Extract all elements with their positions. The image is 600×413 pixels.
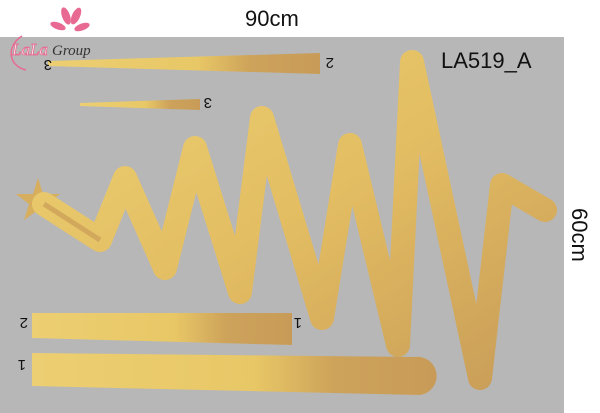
- brand-logo: LaLa Group: [10, 7, 91, 71]
- bottom-strip-1-left-label: 2: [20, 314, 28, 331]
- top-strip-end-label: 3: [44, 56, 52, 73]
- zigzag-tree: [32, 50, 557, 390]
- top-strip-label: 2: [326, 54, 334, 71]
- bottom-strip-1: [32, 313, 292, 345]
- flower-icon: [50, 7, 90, 32]
- small-strip: [80, 99, 200, 110]
- logo-text: LaLa: [11, 40, 48, 59]
- width-dimension: 90cm: [245, 6, 299, 31]
- bottom-strip-2-left-label: 1: [18, 356, 26, 373]
- small-strip-label: 3: [204, 94, 212, 111]
- height-dimension: 60cm: [567, 208, 592, 262]
- product-code: LA519_A: [441, 48, 532, 73]
- bottom-strip-2: [32, 353, 437, 395]
- svg-text:Group: Group: [52, 43, 91, 59]
- bottom-strip-1-right-label: 1: [294, 314, 302, 331]
- top-strip: [48, 53, 320, 74]
- star-tail: [42, 201, 102, 243]
